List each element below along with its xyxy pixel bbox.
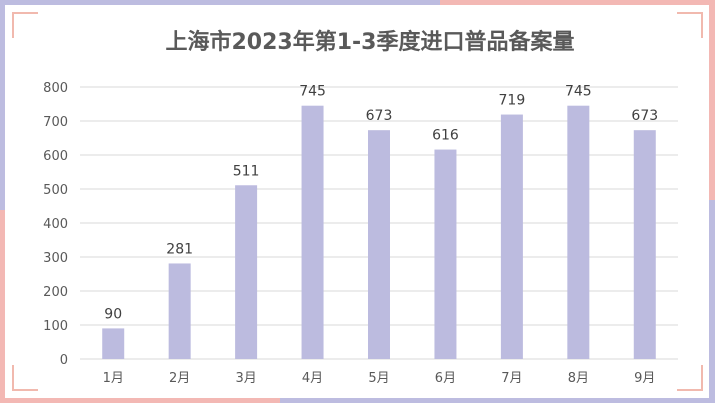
x-tick-label: 9月 (634, 371, 655, 386)
frame-stripe (709, 200, 715, 403)
corner-bracket (12, 365, 38, 391)
bar (168, 263, 191, 359)
bar (434, 149, 457, 359)
frame-stripe (0, 210, 5, 403)
frame-stripe (709, 0, 715, 200)
data-label: 281 (166, 241, 193, 257)
frame-stripe (0, 0, 440, 5)
y-axis-ticks: 0 100 200 300 400 500 600 700 800 (43, 81, 68, 368)
corner-bracket (677, 12, 703, 38)
data-labels: 90 281 511 745 673 616 719 745 673 (104, 84, 658, 323)
x-tick-label: 4月 (302, 371, 323, 386)
y-tick-label: 700 (43, 115, 68, 130)
frame-stripe (0, 0, 5, 210)
x-tick-label: 8月 (568, 371, 589, 386)
data-label: 511 (233, 163, 260, 179)
x-tick-label: 1月 (103, 371, 124, 386)
bar (500, 114, 523, 359)
data-label: 673 (631, 108, 658, 124)
bar (368, 130, 390, 359)
frame-stripe (440, 0, 715, 5)
data-label: 719 (499, 93, 526, 109)
y-tick-label: 100 (43, 319, 68, 334)
corner-bracket (12, 12, 38, 38)
chart-title: 上海市2023年第1-3季度进口普品备案量 (166, 29, 575, 55)
y-tick-label: 0 (60, 353, 68, 368)
y-tick-label: 800 (43, 81, 68, 96)
x-tick-label: 5月 (368, 371, 389, 386)
y-tick-label: 200 (43, 285, 68, 300)
bars (102, 105, 656, 359)
x-tick-label: 2月 (169, 371, 190, 386)
data-label: 745 (565, 84, 592, 100)
x-tick-label: 3月 (235, 371, 256, 386)
x-axis-ticks: 1月 2月 3月 4月 5月 6月 7月 8月 9月 (103, 371, 656, 386)
x-tick-label: 6月 (435, 371, 456, 386)
y-tick-label: 300 (43, 251, 68, 266)
y-tick-label: 600 (43, 149, 68, 164)
bar (567, 105, 590, 359)
corner-bracket (677, 365, 703, 391)
bar (235, 185, 258, 359)
frame-stripe (280, 398, 715, 403)
y-tick-label: 400 (43, 217, 68, 232)
x-tick-label: 7月 (501, 371, 522, 386)
bar (633, 130, 656, 359)
frame-stripe (0, 398, 280, 403)
data-label: 616 (432, 128, 459, 144)
bar (102, 328, 125, 359)
y-tick-label: 500 (43, 183, 68, 198)
bar (301, 105, 324, 359)
data-label: 745 (299, 84, 326, 100)
data-label: 673 (366, 108, 393, 124)
data-label: 90 (104, 306, 122, 322)
